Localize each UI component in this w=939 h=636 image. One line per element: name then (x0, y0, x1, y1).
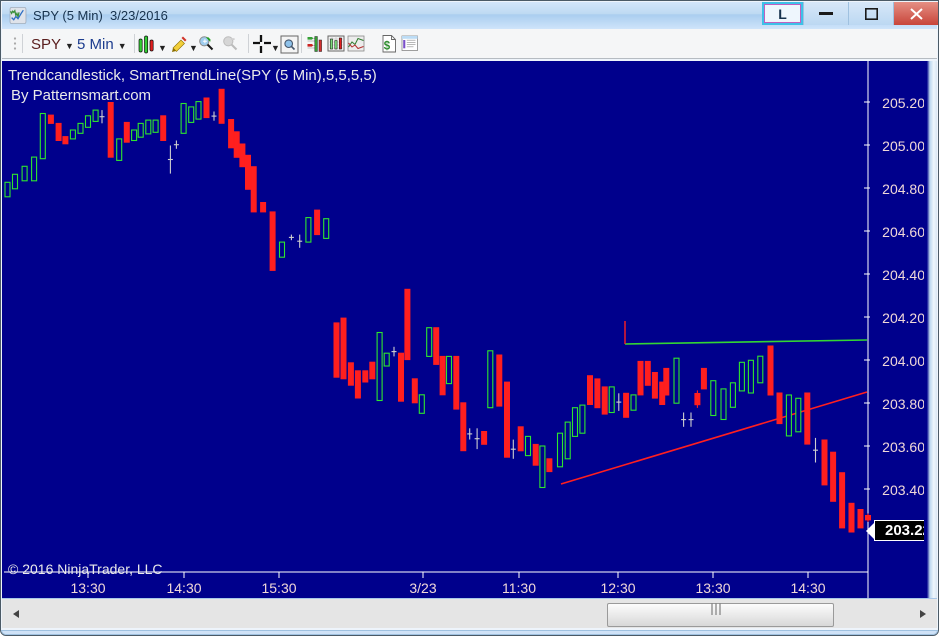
svg-text:$: $ (384, 40, 391, 52)
